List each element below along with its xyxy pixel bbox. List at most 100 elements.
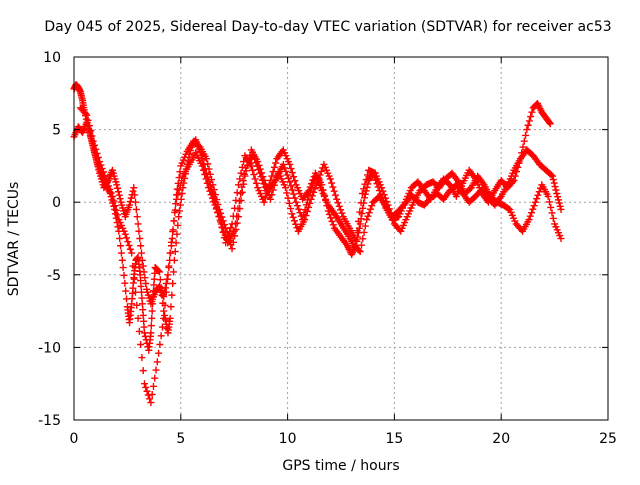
trace-marker (552, 186, 560, 194)
trace-marker (261, 194, 269, 202)
trace-marker (184, 163, 192, 171)
trace-marker (206, 187, 214, 195)
trace-marker (112, 206, 120, 214)
trace-marker (149, 382, 157, 390)
trace-marker (87, 127, 95, 135)
trace-marker (328, 179, 336, 187)
trace-marker (306, 199, 314, 207)
trace-marker (287, 165, 295, 173)
trace-marker (299, 218, 307, 226)
trace-marker (362, 176, 370, 184)
trace-marker (129, 279, 137, 287)
trace-marker (247, 154, 255, 162)
trace-marker (250, 171, 258, 179)
trace-marker (311, 185, 319, 193)
trace-marker (270, 163, 278, 171)
trace-marker (290, 190, 298, 198)
data-point (237, 189, 245, 197)
trace-marker (504, 205, 512, 213)
data-point (96, 158, 104, 166)
trace-marker (151, 374, 159, 382)
y-tick-label: -15 (38, 413, 61, 429)
y-tick-label: 5 (52, 123, 61, 139)
trace-marker (547, 171, 555, 179)
trace-marker (287, 205, 295, 213)
trace-marker (528, 108, 536, 116)
data-point (217, 220, 225, 228)
data-point (286, 178, 294, 186)
data-point (523, 126, 531, 134)
trace-marker (117, 249, 125, 257)
trace-marker (135, 327, 143, 335)
trace-marker (95, 166, 103, 174)
trace-marker (114, 184, 122, 192)
trace-marker (155, 349, 163, 357)
trace-marker (114, 211, 122, 219)
trace-marker (291, 194, 299, 202)
trace-marker (465, 186, 473, 194)
trace-marker (511, 217, 519, 225)
trace-marker (260, 180, 268, 188)
trace-marker (329, 183, 337, 191)
trace-marker (154, 266, 162, 274)
x-tick-label: 25 (599, 431, 617, 447)
trace-marker (199, 166, 207, 174)
trace-marker (147, 322, 155, 330)
data-point (130, 184, 138, 192)
data-point (128, 249, 136, 257)
trace-marker (238, 183, 246, 191)
trace-marker (219, 224, 227, 232)
trace-marker (146, 332, 154, 340)
trace-marker (376, 181, 384, 189)
trace-marker (80, 108, 88, 116)
trace-marker (342, 228, 350, 236)
plot-frame (73, 56, 609, 421)
trace-marker (152, 366, 160, 374)
trace-marker (522, 131, 530, 139)
trace-marker (284, 194, 292, 202)
trace-marker (293, 202, 301, 210)
trace-marker (548, 209, 556, 217)
trace-marker (351, 234, 359, 242)
trace-marker (203, 179, 211, 187)
trace-marker (556, 232, 564, 240)
trace-marker (520, 137, 528, 145)
trace-marker (316, 184, 324, 192)
trace-marker (503, 204, 511, 212)
data-point (557, 205, 565, 213)
trace-marker (205, 165, 213, 173)
trace-marker (216, 216, 224, 224)
trace-marker (549, 214, 557, 222)
trace-marker (534, 191, 542, 199)
trace-marker (387, 209, 395, 217)
trace-marker (251, 155, 259, 163)
trace-marker (366, 205, 374, 213)
trace-marker (137, 249, 145, 257)
trace-marker (546, 170, 554, 178)
trace-marker (233, 212, 241, 220)
trace-marker (334, 199, 342, 207)
trace-marker (136, 235, 144, 242)
trace-marker (291, 177, 299, 185)
trace-marker (336, 218, 344, 226)
trace-marker (197, 159, 205, 167)
trace-marker (139, 367, 147, 375)
trace-marker (535, 188, 543, 196)
trace-marker (156, 276, 164, 284)
data-point (160, 307, 168, 315)
trace-marker (169, 228, 177, 236)
trace-marker (479, 179, 487, 187)
data-point (173, 195, 181, 203)
trace-marker (201, 171, 209, 179)
trace-marker (337, 206, 345, 214)
trace-marker (122, 287, 130, 295)
data-point (134, 220, 142, 228)
trace-marker (101, 171, 109, 179)
data-point (288, 210, 296, 218)
trace-marker (316, 171, 324, 179)
trace-marker (133, 301, 141, 309)
trace-marker (289, 213, 297, 221)
trace-marker (175, 186, 183, 194)
trace-marker (148, 307, 156, 315)
trace-marker (174, 191, 182, 199)
